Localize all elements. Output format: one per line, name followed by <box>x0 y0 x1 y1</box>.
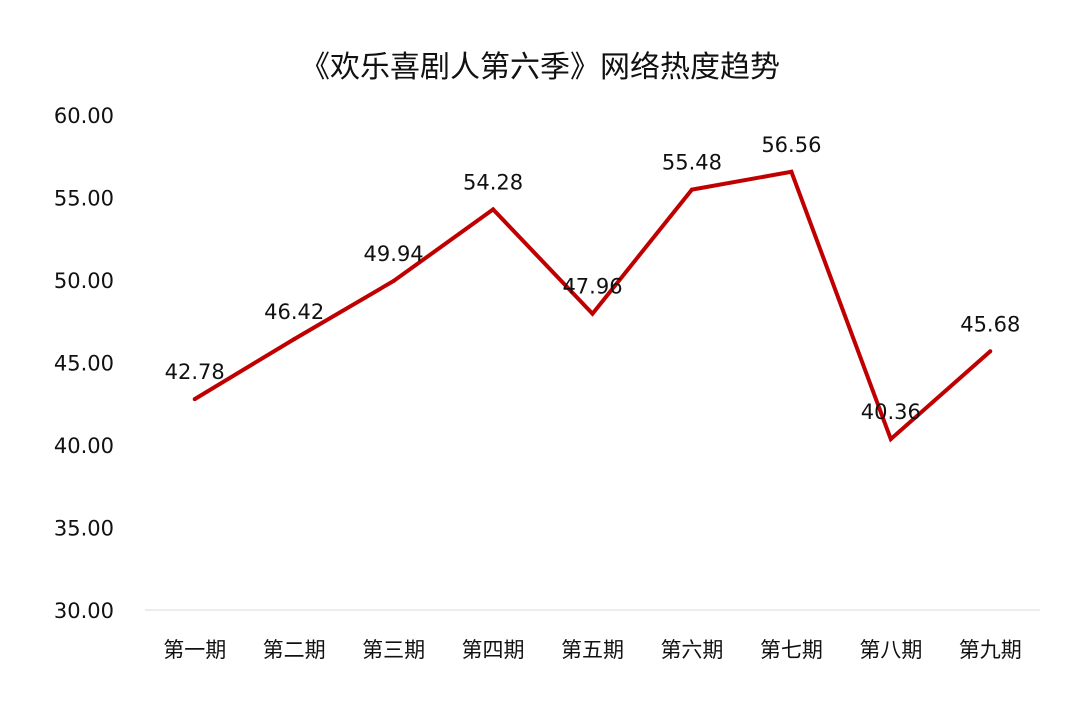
data-label: 47.96 <box>562 275 622 299</box>
data-label: 56.56 <box>761 133 821 157</box>
data-point <box>988 349 993 354</box>
x-tick-label: 第七期 <box>760 638 823 662</box>
data-label: 55.48 <box>662 151 722 175</box>
chart-title: 《欢乐喜剧人第六季》网络热度趋势 <box>300 50 780 85</box>
x-tick-label: 第三期 <box>362 638 425 662</box>
data-point <box>590 311 595 316</box>
x-tick-label: 第九期 <box>959 638 1022 662</box>
data-point <box>391 278 396 283</box>
y-tick-label: 30.00 <box>54 599 114 623</box>
data-point <box>292 337 297 342</box>
x-tick-label: 第一期 <box>163 638 226 662</box>
y-tick-label: 35.00 <box>54 517 114 541</box>
x-tick-label: 第五期 <box>561 638 624 662</box>
data-point <box>491 207 496 212</box>
data-point <box>789 169 794 174</box>
data-label: 54.28 <box>463 170 523 194</box>
data-point <box>689 187 694 192</box>
y-tick-label: 45.00 <box>54 352 114 376</box>
data-label: 42.78 <box>165 360 225 384</box>
x-tick-label: 第四期 <box>462 638 525 662</box>
y-tick-label: 60.00 <box>54 104 114 128</box>
data-point <box>888 437 893 442</box>
data-label: 46.42 <box>264 300 324 324</box>
y-tick-label: 40.00 <box>54 434 114 458</box>
y-tick-label: 50.00 <box>54 269 114 293</box>
x-tick-label: 第六期 <box>660 638 723 662</box>
data-point <box>192 397 197 402</box>
data-label: 49.94 <box>364 242 424 266</box>
data-label: 40.36 <box>861 400 921 424</box>
y-tick-label: 55.00 <box>54 187 114 211</box>
x-tick-label: 第八期 <box>859 638 922 662</box>
data-label: 45.68 <box>960 312 1020 336</box>
x-tick-label: 第二期 <box>263 638 326 662</box>
